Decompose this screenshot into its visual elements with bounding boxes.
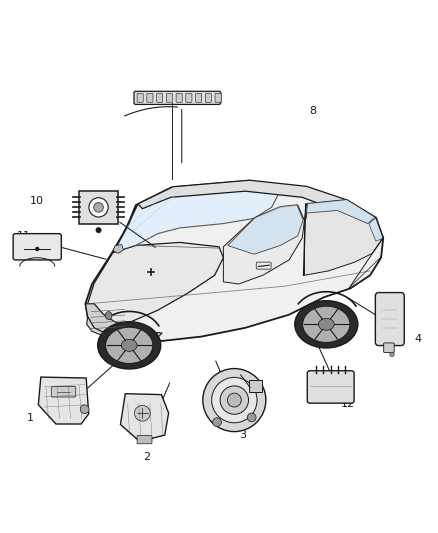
Text: 1: 1 [27,413,34,423]
FancyBboxPatch shape [157,93,163,102]
FancyBboxPatch shape [205,93,212,102]
Circle shape [390,352,394,357]
Text: 8: 8 [310,106,317,116]
Polygon shape [304,200,383,275]
Circle shape [35,247,39,251]
Polygon shape [85,181,383,341]
Ellipse shape [318,318,334,330]
Polygon shape [306,199,375,223]
FancyBboxPatch shape [137,435,152,444]
Text: 4: 4 [415,334,422,344]
FancyBboxPatch shape [137,93,143,102]
Circle shape [203,368,266,432]
FancyBboxPatch shape [249,380,262,392]
FancyBboxPatch shape [134,91,221,104]
Polygon shape [228,205,303,254]
Ellipse shape [121,340,137,351]
FancyBboxPatch shape [384,343,394,352]
Circle shape [96,228,101,233]
Text: 3: 3 [240,430,247,440]
Polygon shape [120,394,169,441]
Ellipse shape [106,327,153,364]
Text: 10: 10 [30,196,44,206]
Circle shape [80,405,89,414]
Circle shape [220,386,248,414]
Ellipse shape [295,301,358,348]
FancyBboxPatch shape [13,233,61,260]
Circle shape [247,413,256,422]
FancyBboxPatch shape [51,386,76,397]
FancyBboxPatch shape [166,93,173,102]
Text: 12: 12 [341,399,355,409]
Circle shape [134,405,150,421]
FancyBboxPatch shape [215,93,221,102]
Polygon shape [85,304,129,336]
Text: 2: 2 [143,452,150,462]
Circle shape [94,203,103,212]
Polygon shape [138,180,376,223]
Text: 11: 11 [17,231,31,241]
Polygon shape [369,217,384,241]
FancyBboxPatch shape [147,93,153,102]
Circle shape [89,198,108,217]
Circle shape [227,393,241,407]
Polygon shape [223,205,304,284]
FancyBboxPatch shape [78,191,118,223]
Ellipse shape [303,306,350,342]
Circle shape [212,377,257,423]
Polygon shape [38,377,88,424]
Polygon shape [88,243,223,324]
FancyBboxPatch shape [176,93,182,102]
Polygon shape [113,245,124,253]
FancyBboxPatch shape [196,93,202,102]
Polygon shape [113,180,280,253]
FancyBboxPatch shape [307,371,354,403]
Polygon shape [87,317,162,339]
FancyBboxPatch shape [186,93,192,102]
Circle shape [212,418,221,426]
Ellipse shape [98,322,161,369]
FancyBboxPatch shape [375,293,404,345]
Ellipse shape [105,312,112,319]
